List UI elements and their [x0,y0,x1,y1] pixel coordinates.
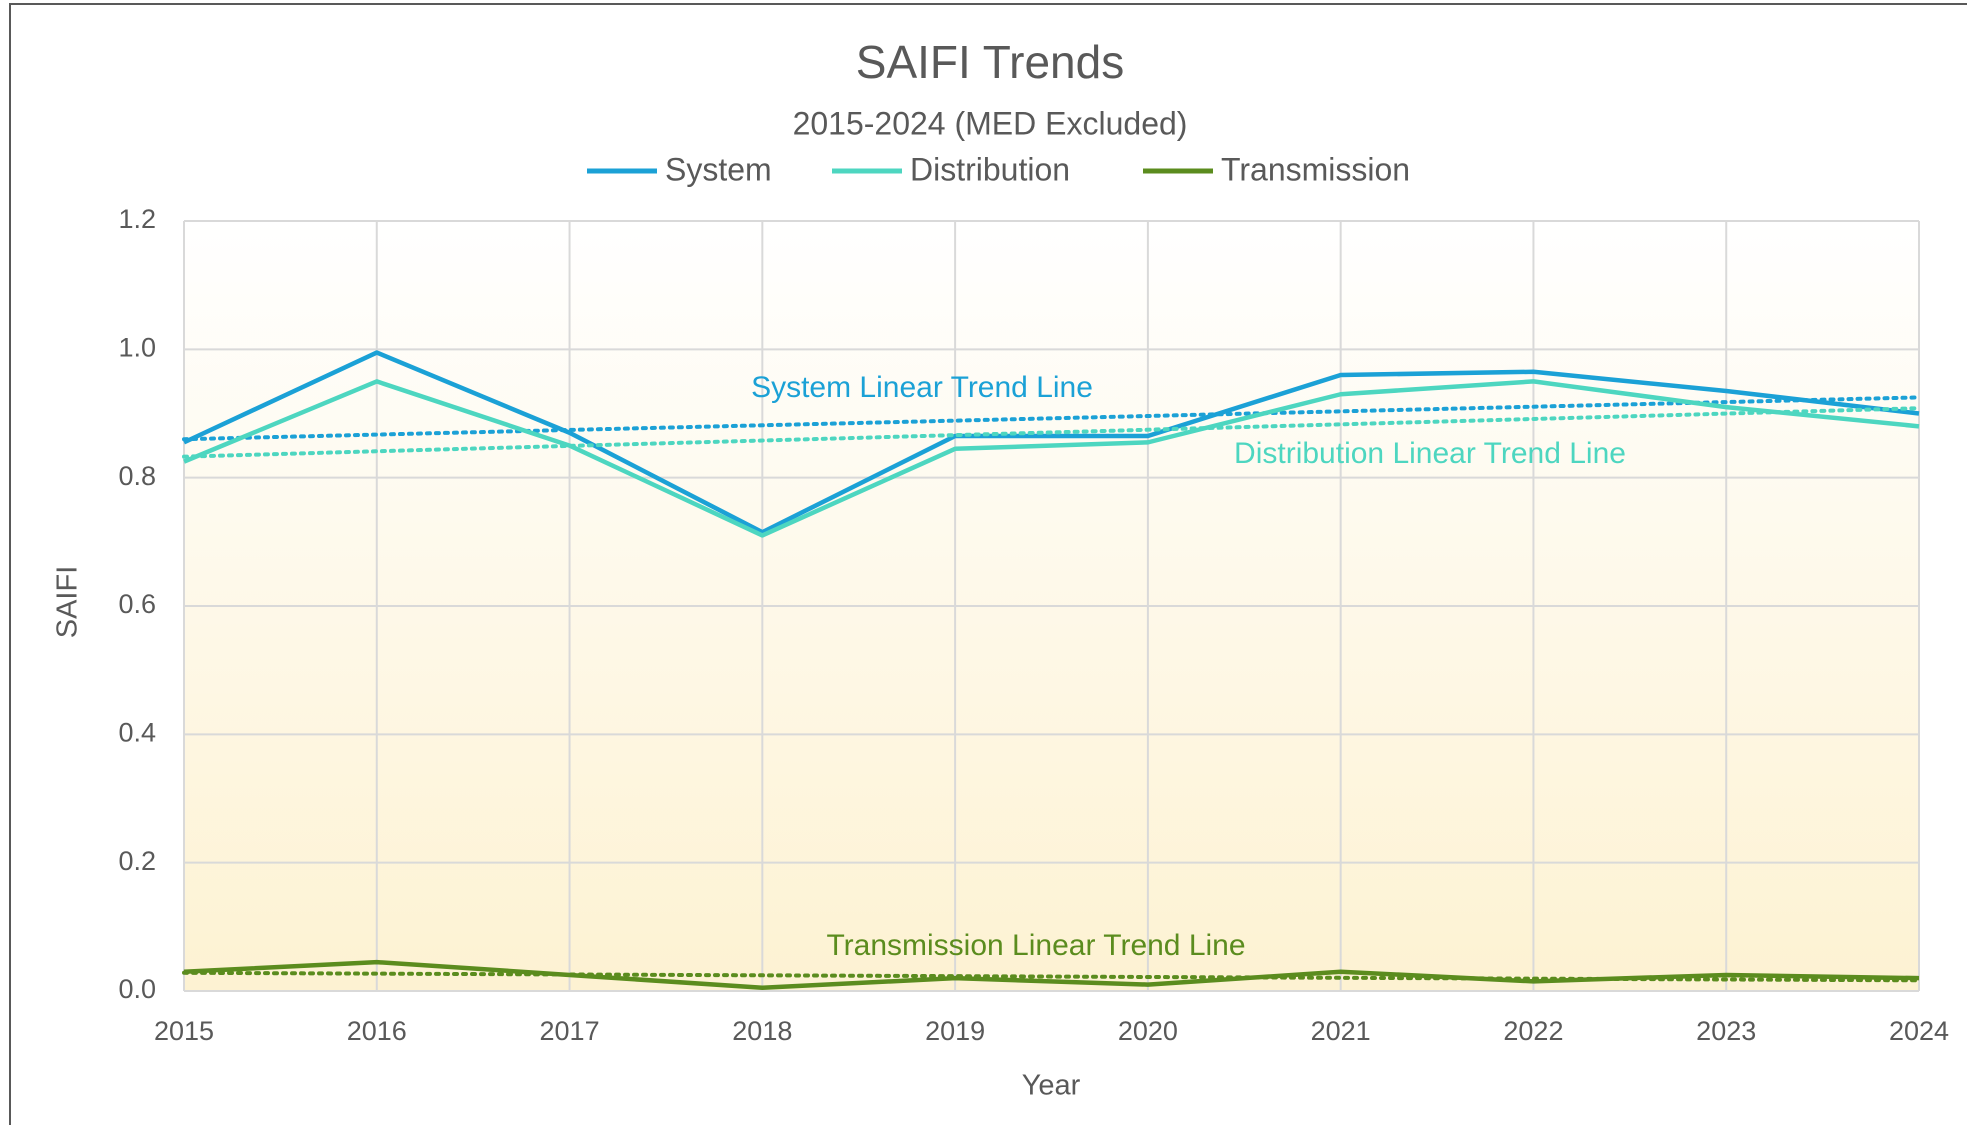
annotation: Distribution Linear Trend Line [1234,437,1626,470]
legend-label: System [665,151,772,187]
chart-subtitle: 2015-2024 (MED Excluded) [793,105,1188,141]
series-line [183,379,1920,538]
series-line [183,350,1920,535]
y-axis-label: SAIFI [52,566,84,639]
y-tick-label: 0.8 [118,461,156,491]
x-tick-label: 2022 [1503,1016,1563,1046]
y-tick-label: 0.0 [118,974,156,1004]
y-tick-label: 0.2 [118,846,156,876]
legend-label: Distribution [910,151,1070,187]
y-tick-label: 1.2 [118,204,156,234]
frame [9,3,1967,1125]
x-tick-label: 2023 [1696,1016,1756,1046]
trend-line [182,970,1921,983]
x-tick-label: 2016 [347,1016,407,1046]
trend-line [182,406,1921,459]
y-tick-label: 1.0 [118,332,156,362]
y-tick-label: 0.4 [118,717,156,747]
series-line [183,959,1920,991]
y-tick-label: 0.6 [118,589,156,619]
trend-line [182,395,1921,442]
x-tick-label: 2021 [1311,1016,1371,1046]
x-axis-label: Year [1022,1070,1081,1102]
x-tick-label: 2015 [154,1016,214,1046]
x-tick-label: 2017 [540,1016,600,1046]
chart-title: SAIFI Trends [856,36,1124,88]
x-tick-label: 2019 [925,1016,985,1046]
x-tick-label: 2018 [732,1016,792,1046]
annotation: Transmission Linear Trend Line [826,929,1245,962]
x-tick-label: 2020 [1118,1016,1178,1046]
x-tick-label: 2024 [1889,1016,1949,1046]
annotation: System Linear Trend Line [751,371,1093,404]
legend-label: Transmission [1221,151,1410,187]
